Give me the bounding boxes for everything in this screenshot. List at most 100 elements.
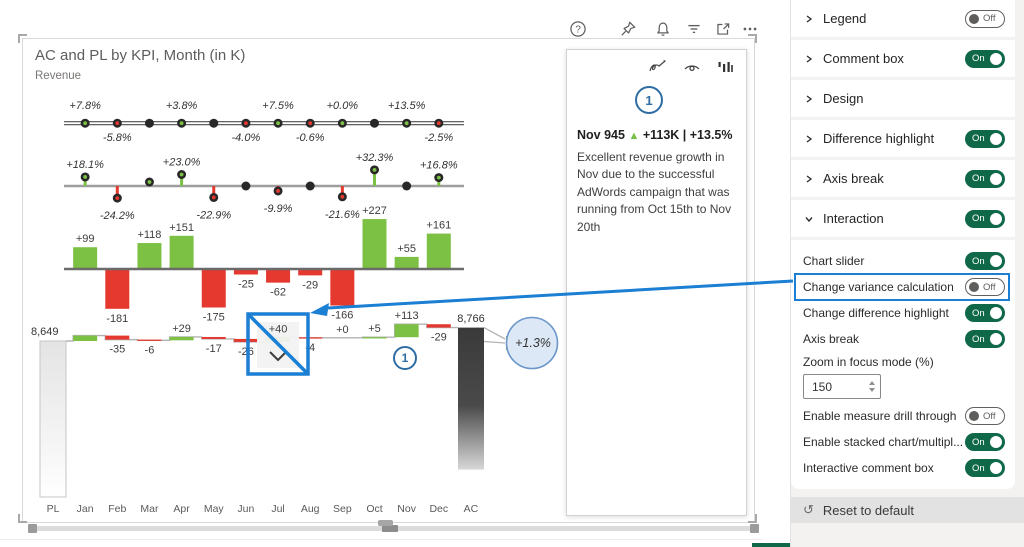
svg-text:Nov: Nov (397, 503, 416, 515)
comment-number-badge[interactable]: 1 (635, 86, 663, 114)
focus-mode-icon[interactable] (714, 20, 732, 38)
help-icon[interactable]: ? (569, 20, 587, 38)
toggle-knob (990, 333, 1002, 345)
svg-text:+7.5%: +7.5% (262, 100, 294, 112)
section-difference-highlight[interactable]: Difference highlight On (791, 120, 1015, 157)
chart-slider-center-handle[interactable] (382, 525, 398, 532)
chart-slider-toggle[interactable]: On (965, 252, 1005, 270)
toggle-state: On (972, 133, 985, 144)
chevron-right-icon (806, 134, 813, 143)
zoom-focus-input[interactable] (804, 379, 852, 394)
setting-change-difference-highlight[interactable]: Change difference highlight On (803, 300, 1005, 326)
spinner-down-icon[interactable] (869, 388, 875, 392)
reset-to-default-button[interactable]: ↺ Reset to default (791, 497, 1024, 523)
axis-break-sub-toggle[interactable]: On (965, 330, 1005, 348)
setting-enable-measure-drill-through[interactable]: Enable measure drill through Off (803, 403, 1005, 429)
edit-pen-icon[interactable] (648, 58, 668, 76)
section-interaction[interactable]: Interaction On (791, 200, 1015, 237)
ac-total-column (458, 327, 484, 470)
stacked-chart-toggle[interactable]: On (965, 433, 1005, 451)
notifications-bell-icon[interactable] (654, 20, 672, 38)
chart-comment-marker[interactable]: 1 (393, 346, 417, 370)
interaction-toggle[interactable]: On (965, 209, 1005, 228)
svg-text:-175: -175 (203, 312, 225, 324)
svg-text:-29: -29 (302, 279, 318, 291)
axis-break-toggle[interactable]: On (965, 169, 1005, 188)
svg-text:+13.5%: +13.5% (388, 100, 426, 112)
svg-text:+7.8%: +7.8% (69, 100, 101, 112)
svg-text:+3.8%: +3.8% (166, 100, 198, 112)
toggle-state: On (972, 53, 985, 64)
setting-label: Enable measure drill through (803, 409, 957, 423)
page-accent-strip (752, 543, 790, 547)
change-variance-calculation-toggle[interactable]: Off (965, 278, 1005, 296)
toggle-knob (990, 172, 1002, 185)
comment-box[interactable]: 1 Nov 945 ▲ +113K | +13.5% Excellent rev… (566, 49, 747, 516)
svg-text:Oct: Oct (366, 503, 382, 515)
section-label: Difference highlight (823, 131, 935, 146)
difference-highlight-toggle[interactable]: On (965, 129, 1005, 148)
variance-row-absolute-bars[interactable]: +99 -181 +118 +151 -175 -25 -62 -29 -166 +227 +55 +… (64, 205, 464, 325)
setting-interactive-comment-box[interactable]: Interactive comment box On (803, 455, 1005, 481)
selection-corner-br[interactable] (748, 514, 757, 523)
section-design[interactable]: Design (791, 80, 1015, 117)
svg-text:-17: -17 (206, 343, 222, 355)
section-comment-box[interactable]: Comment box On (791, 40, 1015, 77)
comment-box-toggle[interactable]: On (965, 49, 1005, 68)
spinner-control[interactable] (869, 381, 880, 392)
svg-text:May: May (204, 503, 225, 515)
svg-text:8,766: 8,766 (457, 313, 485, 325)
setting-axis-break[interactable]: Axis break On (803, 326, 1005, 352)
setting-label: Axis break (803, 332, 860, 346)
visual-subtitle: Revenue (35, 70, 82, 82)
legend-toggle[interactable]: Off (965, 9, 1005, 28)
variance-row-percent-dots[interactable]: +7.8% -5.8% +3.8% -4.0% +7.5% -0.6% +0.0% +13.5… (64, 100, 464, 144)
svg-text:Mar: Mar (140, 503, 159, 515)
section-legend[interactable]: Legend Off (791, 0, 1015, 37)
crossed-out-variance-box[interactable] (246, 312, 310, 376)
selection-corner-tl[interactable] (18, 34, 27, 43)
setting-enable-stacked-chart[interactable]: Enable stacked chart/multipl... On (803, 429, 1005, 455)
toggle-state: Off (983, 281, 996, 293)
zoom-focus-input-wrap (803, 374, 881, 399)
zebra-variance-visual[interactable]: AC and PL by KPI, Month (in K) Revenue +… (22, 38, 755, 523)
setting-change-variance-calculation[interactable]: Change variance calculation Off (794, 273, 1010, 301)
svg-text:-22.9%: -22.9% (196, 209, 231, 221)
format-pane: Legend Off Comment box On Design Differe… (790, 0, 1024, 547)
comment-chart-icon[interactable] (716, 58, 734, 76)
section-axis-break[interactable]: Axis break On (791, 160, 1015, 197)
chart-slider-right-handle[interactable] (750, 524, 759, 533)
svg-text:+118: +118 (137, 229, 161, 241)
setting-label: Change variance calculation (803, 280, 954, 294)
more-options-icon[interactable] (741, 20, 759, 38)
svg-text:AC: AC (464, 503, 479, 515)
svg-text:+0: +0 (336, 324, 349, 336)
toggle-knob (990, 307, 1002, 319)
variance-row-percent-pins[interactable]: +18.1% -24.2% +23.0% -22.9% -9.9% -21.6% +32.3… (64, 152, 464, 222)
filter-icon[interactable] (685, 20, 703, 38)
toggle-knob (969, 282, 979, 292)
spinner-up-icon[interactable] (869, 381, 875, 385)
toggle-knob (969, 13, 979, 24)
comment-title: Nov 945 (577, 128, 625, 142)
visibility-eye-icon[interactable] (682, 58, 702, 76)
pin-icon[interactable] (619, 20, 637, 38)
selection-corner-tr[interactable] (748, 34, 757, 43)
selection-handle-bottom[interactable] (378, 520, 393, 526)
setting-chart-slider[interactable]: Chart slider On (803, 248, 1005, 274)
svg-text:-4.0%: -4.0% (232, 132, 261, 144)
svg-text:+29: +29 (172, 323, 191, 335)
measure-drill-through-toggle[interactable]: Off (965, 407, 1005, 425)
change-difference-highlight-toggle[interactable]: On (965, 304, 1005, 322)
chart-slider-left-handle[interactable] (28, 524, 37, 533)
selection-corner-bl[interactable] (18, 514, 27, 523)
interactive-comment-box-toggle[interactable]: On (965, 459, 1005, 477)
variance-chart[interactable]: +7.8% -5.8% +3.8% -4.0% +7.5% -0.6% +0.0% +13.5… (23, 39, 756, 524)
toggle-state: On (972, 213, 985, 224)
waterfall-row[interactable]: -35 -6 +29 -17 -26 +40 -4 +0 +5 +113 -29 8,649 8,766… (31, 310, 559, 498)
svg-text:-2.5%: -2.5% (424, 132, 453, 144)
toggle-state: On (972, 333, 985, 345)
svg-text:-29: -29 (431, 332, 447, 344)
svg-text:Apr: Apr (173, 503, 190, 515)
svg-text:+227: +227 (362, 205, 387, 217)
